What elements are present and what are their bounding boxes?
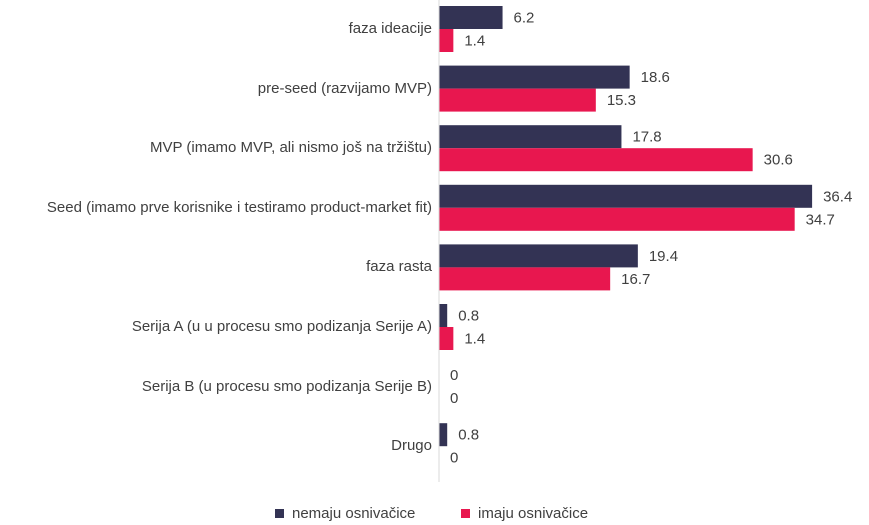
bar-s1-3 — [439, 125, 622, 149]
bar-s2-6 — [439, 327, 454, 350]
bar-chart: 6.2 1.4 18.6 15.3 17.8 30.6 36.4 34.7 19.4 16.7 0.… — [438, 0, 852, 482]
data-label-s2-4: 34.7 — [806, 211, 835, 228]
bar-s1-8 — [439, 423, 448, 447]
bar-s2-3 — [439, 148, 753, 172]
data-label-s1-6: 0.8 — [458, 308, 479, 325]
data-label-s2-6: 1.4 — [464, 331, 485, 348]
category-label-7: Serija B (u procesu smo podizanja Serije… — [141, 377, 432, 395]
data-label-s2-5: 16.7 — [621, 271, 650, 288]
category-label-1: faza ideacije — [348, 20, 432, 37]
category-label-2: pre-seed (razvijamo MVP) — [257, 79, 432, 97]
category-label-6: Serija A (u u procesu smo podizanja Seri… — [131, 318, 432, 335]
legend-swatch-series-2 — [461, 509, 470, 518]
data-label-s1-2: 18.6 — [641, 69, 670, 86]
data-label-s2-2: 15.3 — [607, 92, 636, 109]
data-label-s2-1: 1.4 — [464, 33, 485, 50]
category-label-5: faza rasta — [366, 258, 432, 276]
bar-s1-2 — [439, 65, 630, 89]
category-label-3: MVP (imamo MVP, ali nismo još na tržištu… — [149, 139, 432, 157]
data-label-s1-1: 6.2 — [514, 10, 535, 27]
legend-label-series-2: imaju osnivačice — [478, 505, 589, 522]
legend-item-series-2: imaju osnivačice — [461, 505, 588, 522]
category-label-8: Drugo — [391, 437, 432, 455]
bar-s2-4 — [439, 207, 795, 231]
legend: nemaju osnivačice imaju osnivačice — [0, 505, 869, 525]
bar-s1-4 — [439, 184, 813, 208]
bar-s1-6 — [439, 304, 448, 327]
data-label-s1-8: 0.8 — [458, 427, 479, 444]
bar-s2-1 — [439, 29, 454, 52]
legend-label-series-1: nemaju osnivačice — [292, 505, 416, 522]
category-label-4: Seed (imamo prve korisnike i testiramo p… — [46, 198, 432, 216]
data-label-s2-8: 0 — [450, 450, 458, 467]
bar-s2-5 — [439, 267, 611, 291]
data-label-s1-5: 19.4 — [649, 248, 678, 265]
data-label-s2-7: 0 — [450, 390, 458, 407]
bar-s1-1 — [439, 6, 503, 29]
bar-s1-5 — [439, 244, 638, 268]
data-label-s1-3: 17.8 — [632, 129, 661, 146]
legend-swatch-series-1 — [275, 509, 284, 518]
data-label-s1-7: 0 — [450, 367, 458, 384]
bar-s2-2 — [439, 88, 596, 112]
legend-item-series-1: nemaju osnivačice — [275, 505, 415, 522]
data-label-s2-3: 30.6 — [764, 152, 793, 169]
data-label-s1-4: 36.4 — [823, 188, 852, 205]
